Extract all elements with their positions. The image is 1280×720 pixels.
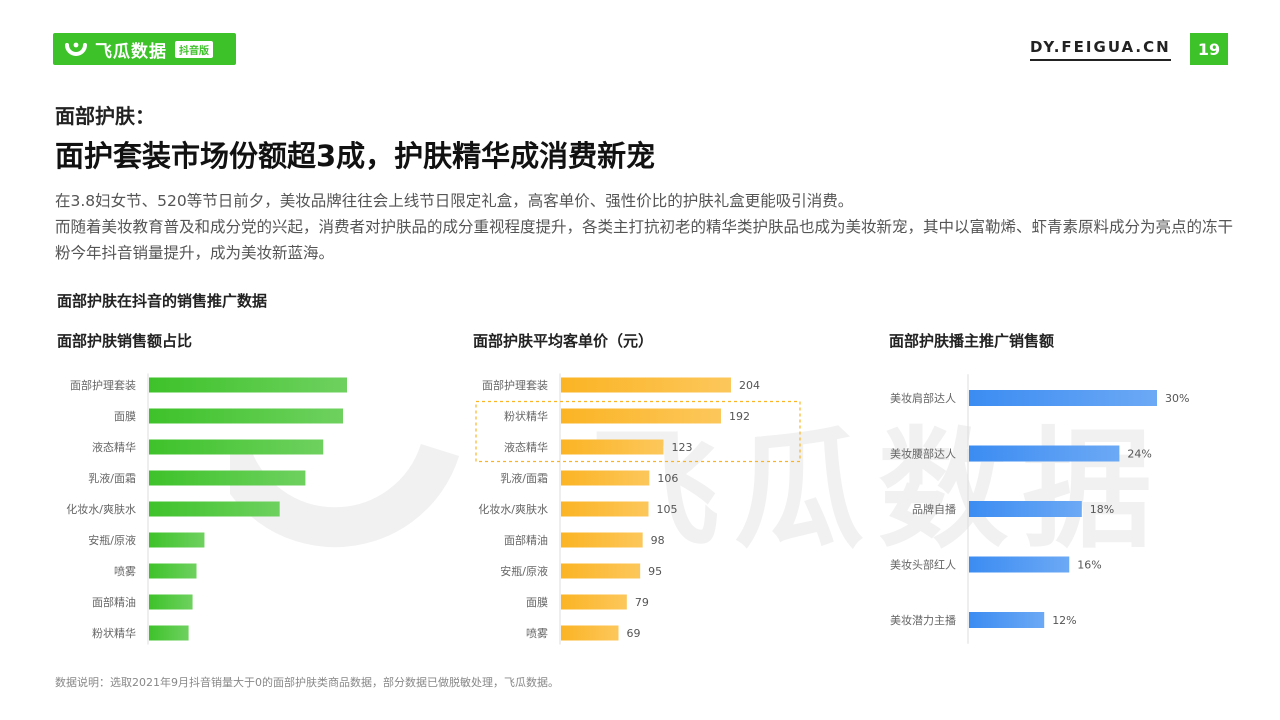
subhead: 面部护肤： [55,104,155,128]
bar [149,377,347,393]
category-label: 美妆肩部达人 [890,391,956,405]
category-label: 安瓶/原液 [88,533,136,547]
category-label: 面部精油 [92,595,136,609]
section-title: 面部护肤在抖音的销售推广数据 [57,292,268,310]
bar [561,594,627,610]
category-label: 粉状精华 [504,409,548,423]
bar [561,532,643,548]
category-label: 喷雾 [526,627,548,640]
category-label: 面部护理套装 [482,378,548,392]
value-label: 106 [657,472,678,485]
category-label: 面膜 [526,596,548,609]
bar [149,594,193,610]
value-label: 16% [1077,559,1101,572]
bar [969,612,1045,628]
bar [149,439,324,455]
chart-streamer-sales: 美妆肩部达人 30% 美妆腰部达人 24% 品牌自播 18% 美妆头部红人 16% 美妆潜力主播… [890,374,1189,644]
footnote: 数据说明：选取2021年9月抖音销量大于0的面部护肤类商品数据，部分数据已做脱敏… [55,676,559,689]
bar [561,625,619,641]
category-label: 乳液/面霜 [88,471,136,485]
bar [969,556,1070,573]
bar [149,563,197,579]
value-label: 204 [739,379,760,392]
bar [561,470,650,486]
category-label: 品牌自播 [912,502,956,516]
bar [149,625,189,641]
brand-tag: 抖音版 [175,40,213,58]
category-label: 粉状精华 [92,626,136,640]
value-label: 79 [635,596,649,609]
bar [561,377,731,393]
bar [561,408,721,424]
bar [149,470,306,486]
value-label: 24% [1127,448,1151,461]
chart-avg-price: 面部护理套装 204 粉状精华 192 液态精华 123 乳液/面霜 106 化妆水/爽肤水 10… [475,373,801,645]
value-label: 123 [672,441,693,454]
headline: 面护套装市场份额超3成，护肤精华成消费新宠 [55,139,656,173]
page-number: 19 [1190,33,1228,65]
category-label: 美妆头部红人 [890,558,956,572]
value-label: 192 [729,410,750,423]
value-label: 30% [1165,392,1189,405]
category-label: 美妆腰部达人 [890,447,956,461]
description-line: 在3.8妇女节、520等节日前夕，美妆品牌往往会上线节日限定礼盒，高客单价、强性… [55,192,854,210]
description-line: 而随着美妆教育普及和成分党的兴起，消费者对护肤品的成分重视程度提升，各类主打抗初… [55,218,1234,262]
bar [149,532,205,548]
category-label: 乳液/面霜 [500,471,548,485]
bar [149,501,280,517]
chart-title-streamer-sales: 面部护肤播主推广销售额 [889,332,1055,350]
category-label: 液态精华 [92,440,136,454]
chart-title-avg-price: 面部护肤平均客单价（元） [473,332,654,350]
category-label: 面部护理套装 [70,378,136,392]
site-url[interactable]: DY.FEIGUA.CN [1030,38,1171,61]
highlight-box [475,400,801,463]
bar [149,408,344,424]
category-label: 美妆潜力主播 [890,613,956,627]
bar [561,439,664,455]
category-label: 化妆水/爽肤水 [66,502,136,516]
brand-logo-icon [65,42,87,56]
value-label: 105 [657,503,678,516]
category-label: 面部精油 [504,533,548,547]
bar [561,563,641,579]
chart-title-sales-share: 面部护肤销售额占比 [57,332,193,350]
value-label: 98 [651,534,665,547]
watermark-text: 飞瓜数据 [590,414,1167,566]
value-label: 69 [627,627,641,640]
value-label: 18% [1090,503,1114,516]
category-label: 化妆水/爽肤水 [478,502,548,516]
category-label: 安瓶/原液 [500,564,548,578]
brand-name: 飞瓜数据 [95,41,167,62]
category-label: 喷雾 [114,565,136,578]
brand-logo[interactable]: 飞瓜数据 抖音版 [53,33,236,65]
value-label: 95 [648,565,662,578]
category-label: 液态精华 [504,440,548,454]
bar [561,501,649,517]
bar [969,445,1120,462]
bar [969,501,1082,517]
category-label: 面膜 [114,410,136,423]
description: 在3.8妇女节、520等节日前夕，美妆品牌往往会上线节日限定礼盒，高客单价、强性… [55,188,1235,266]
bar [969,390,1157,406]
value-label: 12% [1052,614,1076,627]
